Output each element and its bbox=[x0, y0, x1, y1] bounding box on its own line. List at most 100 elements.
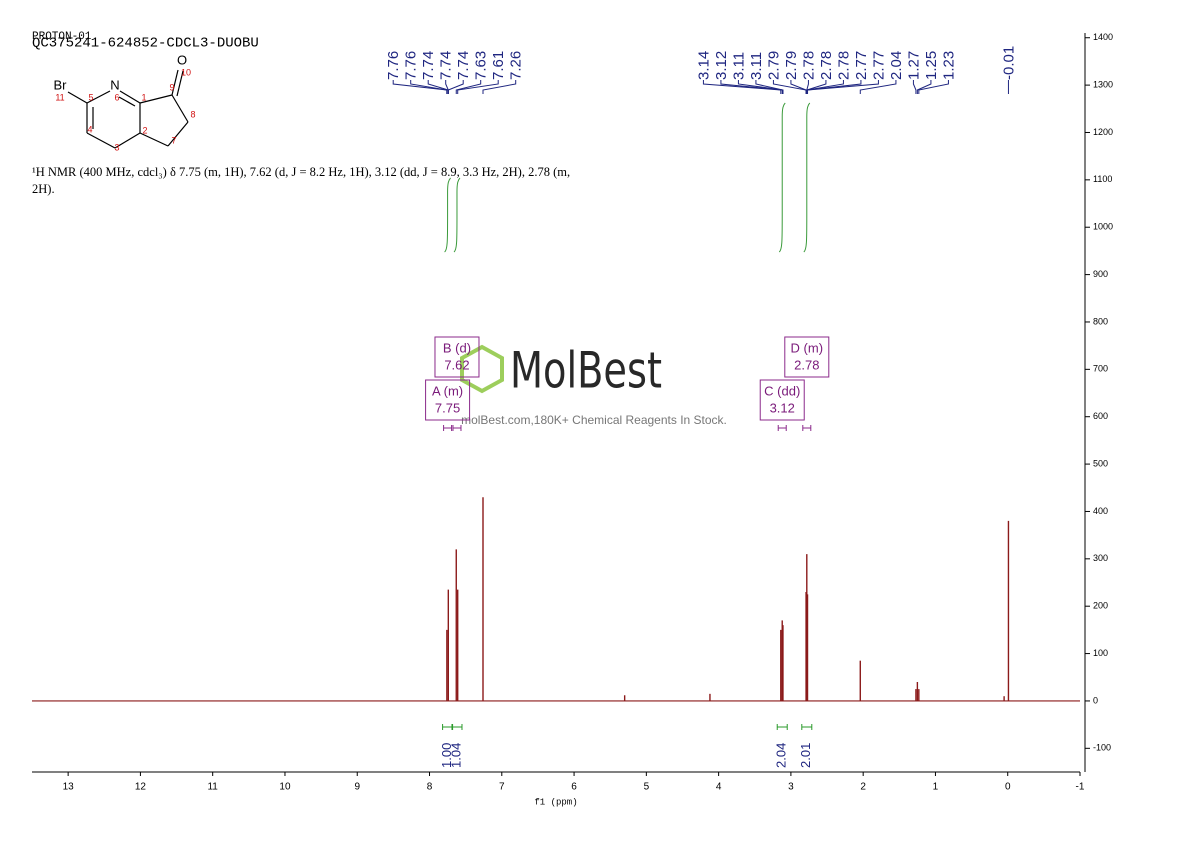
integral-curve bbox=[444, 177, 451, 253]
integral-label: 1.00 bbox=[439, 743, 454, 768]
peak-label: 3.11 bbox=[748, 52, 765, 80]
peak-label-connector bbox=[720, 80, 783, 94]
peak-label: 7.61 bbox=[490, 51, 507, 80]
y-tick-label: 1100 bbox=[1093, 174, 1112, 184]
atom-number: 6 bbox=[114, 92, 119, 102]
x-tick-label: 9 bbox=[354, 782, 360, 793]
multiplet-label: C (dd) bbox=[764, 383, 800, 398]
watermark-logo bbox=[460, 344, 504, 394]
header-line: QC375241-624852-CDCL3-DUOBU bbox=[32, 36, 259, 52]
x-tick-label: 1 bbox=[933, 782, 939, 793]
peak-label-connector bbox=[482, 80, 517, 94]
atom-number: 8 bbox=[190, 109, 195, 119]
y-tick-label: 600 bbox=[1093, 411, 1108, 421]
peak-label: 3.11 bbox=[730, 52, 747, 80]
header-line: PROTON-01 bbox=[32, 31, 92, 43]
x-tick-label: 13 bbox=[63, 782, 75, 793]
y-tick-label: 100 bbox=[1093, 648, 1108, 658]
integral-curve bbox=[453, 177, 461, 253]
multiplet-range bbox=[443, 425, 453, 431]
y-tick-label: 1200 bbox=[1093, 127, 1113, 137]
atom-label: O bbox=[177, 52, 187, 67]
integral-label: 1.04 bbox=[448, 743, 463, 768]
multiplet-shift: 2.78 bbox=[794, 357, 819, 372]
peak-label-connector bbox=[806, 80, 844, 94]
multiplet-range bbox=[802, 425, 812, 431]
x-tick-label: 3 bbox=[788, 782, 794, 793]
x-tick-label: 7 bbox=[499, 782, 505, 793]
atom-number: 4 bbox=[87, 124, 92, 134]
x-tick-label: -1 bbox=[1076, 782, 1085, 793]
peak-label: 7.76 bbox=[385, 51, 402, 80]
multiplet-box bbox=[434, 336, 480, 378]
peak-label-connector bbox=[859, 80, 897, 94]
multiplet-label: A (m) bbox=[432, 383, 463, 398]
y-tick-label: 1300 bbox=[1093, 79, 1113, 89]
integral-label: 2.04 bbox=[774, 743, 789, 768]
integral-bracket bbox=[451, 724, 463, 730]
y-tick-label: 800 bbox=[1093, 316, 1108, 326]
atom-number: 5 bbox=[88, 92, 93, 102]
x-tick-label: 0 bbox=[1005, 782, 1011, 793]
peak-label-connector bbox=[702, 80, 782, 94]
x-axis-label: f1 (ppm) bbox=[534, 797, 577, 807]
peak-label-connector bbox=[410, 80, 448, 94]
multiplet-range bbox=[777, 425, 787, 431]
multiplet-shift: 7.75 bbox=[435, 400, 460, 415]
multiplet-box bbox=[425, 379, 471, 421]
peak-label: 2.77 bbox=[870, 51, 887, 80]
peak-label-connector bbox=[916, 80, 932, 94]
peak-label: 3.14 bbox=[695, 51, 712, 80]
peak-label-connector bbox=[790, 80, 807, 94]
peak-label-connector bbox=[912, 80, 917, 94]
y-tick-label: 700 bbox=[1093, 364, 1108, 374]
integral-curve bbox=[778, 102, 786, 253]
y-tick-label: 1400 bbox=[1093, 32, 1113, 42]
multiplet-shift: 7.62 bbox=[444, 357, 469, 372]
peak-label: 7.74 bbox=[438, 51, 455, 80]
peak-label: 2.78 bbox=[800, 51, 817, 80]
atom-number: 3 bbox=[114, 142, 119, 152]
peak-label-connector bbox=[457, 80, 499, 94]
peak-label: 7.74 bbox=[420, 51, 437, 80]
integral-bracket bbox=[442, 724, 454, 730]
atom-number: 9 bbox=[169, 82, 174, 92]
y-tick-label: 200 bbox=[1093, 601, 1108, 611]
x-tick-label: 4 bbox=[716, 782, 722, 793]
atom-label: Br bbox=[54, 77, 68, 92]
atom-number: 10 bbox=[181, 67, 191, 77]
peak-label-connector bbox=[918, 80, 949, 94]
watermark-brand: MolBest bbox=[510, 342, 662, 400]
y-tick-label: 1000 bbox=[1093, 222, 1113, 232]
y-tick-label: 300 bbox=[1093, 553, 1108, 563]
multiplet-box bbox=[784, 336, 830, 378]
peak-label: 7.26 bbox=[508, 51, 525, 80]
peak-label-connector bbox=[772, 80, 807, 94]
watermark-tagline: molBest.com,180K+ Chemical Reagents In S… bbox=[461, 413, 727, 427]
multiplet-range bbox=[452, 425, 462, 431]
y-tick-label: 0 bbox=[1093, 695, 1098, 705]
y-tick-label: 400 bbox=[1093, 506, 1108, 516]
peak-label: 1.25 bbox=[923, 51, 940, 80]
atom-number: 7 bbox=[171, 135, 176, 145]
integral-curve bbox=[803, 102, 811, 253]
multiplet-shift: 3.12 bbox=[770, 400, 795, 415]
atom-number: 1 bbox=[141, 92, 146, 102]
y-tick-label: 900 bbox=[1093, 269, 1108, 279]
peak-label-connector bbox=[455, 80, 482, 94]
x-tick-label: 8 bbox=[427, 782, 433, 793]
peak-label: 7.74 bbox=[455, 51, 472, 80]
peak-label: 2.79 bbox=[783, 51, 800, 80]
x-tick-label: 2 bbox=[860, 782, 866, 793]
x-tick-label: 5 bbox=[644, 782, 650, 793]
peak-label: 2.79 bbox=[765, 51, 782, 80]
x-tick-label: 11 bbox=[207, 782, 218, 793]
x-tick-label: 6 bbox=[571, 782, 577, 793]
integral-label: 2.01 bbox=[798, 743, 813, 768]
y-tick-label: -100 bbox=[1093, 743, 1111, 753]
peak-label: 3.12 bbox=[713, 51, 730, 80]
atom-label: N bbox=[110, 77, 119, 92]
x-tick-label: 12 bbox=[135, 782, 147, 793]
